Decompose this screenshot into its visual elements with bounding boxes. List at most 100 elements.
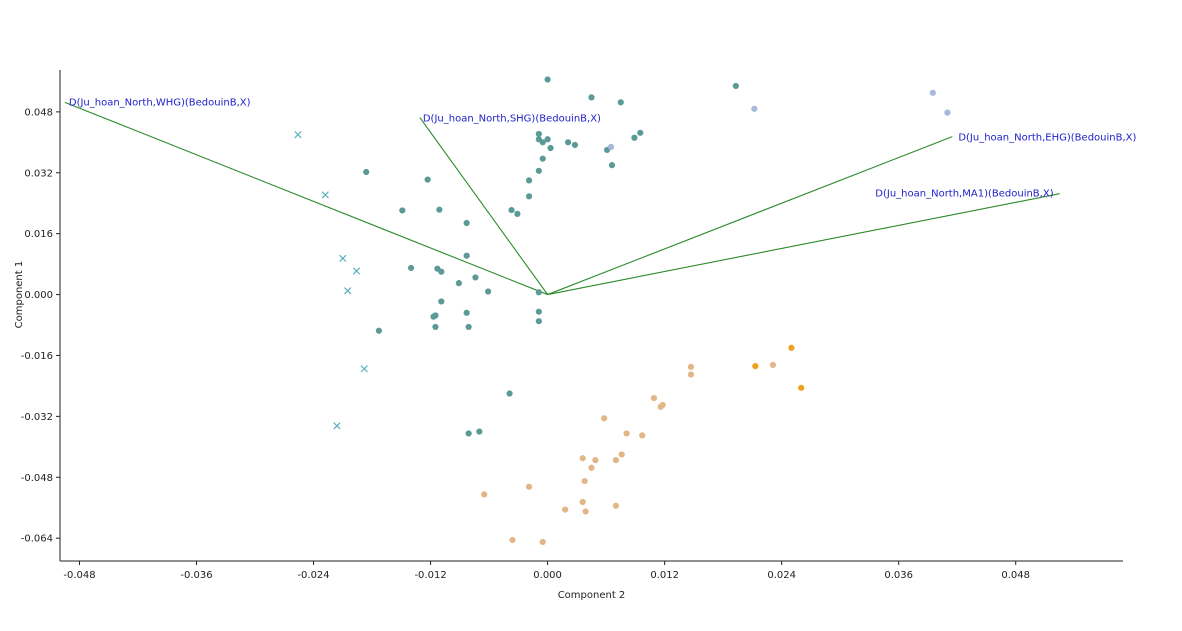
data-point: [562, 506, 569, 513]
data-point: [525, 193, 533, 200]
data-point: [481, 491, 488, 498]
data-point: [463, 219, 470, 227]
data-point: [601, 415, 608, 422]
data-point: [544, 136, 551, 143]
data-point: [582, 508, 589, 515]
data-point: [509, 536, 516, 544]
loading-vector-line: [547, 136, 953, 296]
data-point: [612, 502, 619, 509]
data-point: [432, 323, 439, 331]
x-tick-label: -0.024: [297, 570, 329, 581]
y-axis-title: Component 1: [14, 261, 25, 329]
data-point: [438, 268, 445, 275]
x-tick-label: 0.048: [1001, 570, 1030, 581]
data-point: [375, 327, 382, 334]
vector-label: D(Ju_hoan_North,MA1)(BedouinB,X): [875, 189, 1053, 200]
data-point-cross: [294, 131, 302, 139]
y-tick-label: -0.048: [21, 473, 53, 484]
data-point: [399, 207, 406, 214]
data-point: [588, 94, 595, 101]
data-point: [588, 464, 595, 471]
y-tick-label: 0.048: [24, 107, 53, 118]
data-point: [476, 428, 483, 435]
data-point: [657, 403, 664, 410]
data-point: [617, 99, 624, 106]
data-point: [539, 139, 546, 146]
y-tick-label: -0.032: [21, 412, 53, 423]
data-point: [407, 264, 415, 272]
x-tick-label: -0.036: [180, 570, 212, 581]
data-point-cross: [352, 267, 361, 275]
data-point: [430, 313, 437, 320]
data-point: [581, 477, 588, 485]
y-tick-label: -0.016: [21, 351, 53, 362]
data-point: [535, 308, 542, 315]
data-point: [535, 289, 542, 296]
data-point: [485, 288, 492, 295]
data-point: [798, 384, 805, 391]
data-point: [525, 483, 533, 490]
data-point: [687, 363, 695, 370]
data-point: [544, 76, 551, 83]
data-point: [571, 141, 579, 149]
loading-vector-line: [419, 117, 549, 295]
data-point-cross: [333, 422, 341, 430]
data-point: [752, 363, 759, 370]
data-point: [608, 162, 616, 169]
data-point-cross: [339, 254, 347, 263]
axis-ticks: -0.048 -0.036 -0.024 -0.012 0.000 0.012 0.024 0…: [21, 107, 1030, 581]
data-point: [514, 210, 521, 217]
x-axis-title: Component 2: [558, 590, 626, 601]
data-point: [436, 206, 443, 213]
data-point: [438, 298, 445, 305]
data-point-cross: [344, 287, 352, 295]
data-point: [508, 206, 515, 214]
data-point: [535, 167, 542, 174]
data-point: [751, 105, 758, 112]
data-point: [465, 430, 472, 437]
data-point: [472, 274, 479, 281]
x-tick-label: 0.012: [650, 570, 679, 581]
x-tick-label: -0.012: [414, 570, 446, 581]
y-tick-label: -0.064: [21, 534, 53, 545]
data-point: [944, 109, 951, 116]
data-point: [607, 143, 615, 150]
data-point: [455, 280, 462, 287]
x-tick-label: 0.036: [884, 570, 913, 581]
data-point: [547, 144, 554, 152]
data-point: [687, 371, 695, 378]
y-tick-label: 0.032: [24, 168, 53, 179]
data-point: [579, 455, 586, 462]
data-point: [424, 176, 431, 183]
data-point: [539, 155, 546, 162]
data-point: [539, 538, 546, 546]
loading-vector-line: [547, 193, 1060, 296]
data-point: [929, 89, 936, 96]
data-point: [463, 309, 470, 316]
data-point: [732, 82, 739, 90]
data-point: [363, 168, 370, 176]
x-tick-label: 0.000: [533, 570, 562, 581]
data-point: [535, 318, 542, 325]
data-point: [463, 252, 470, 259]
loading-vector-line: [64, 101, 548, 296]
data-point: [612, 457, 619, 464]
y-tick-label: 0.016: [24, 229, 53, 240]
data-point-cross: [360, 365, 368, 373]
data-point: [465, 323, 472, 331]
data-point: [788, 344, 795, 351]
data-point: [631, 134, 638, 141]
x-tick-label: -0.048: [63, 570, 95, 581]
y-tick-label: 0.000: [24, 290, 53, 301]
data-point: [639, 432, 646, 439]
data-point: [637, 129, 644, 136]
data-point: [579, 498, 586, 506]
vector-label: D(Ju_hoan_North,SHG)(BedouinB,X): [423, 114, 601, 125]
data-point: [564, 139, 572, 146]
vector-label: D(Ju_hoan_North,EHG)(BedouinB,X): [958, 133, 1136, 144]
vector-label: D(Ju_hoan_North,WHG)(BedouinB,X): [69, 97, 251, 108]
data-point: [769, 361, 776, 369]
data-point: [650, 394, 658, 402]
data-point: [506, 390, 513, 397]
